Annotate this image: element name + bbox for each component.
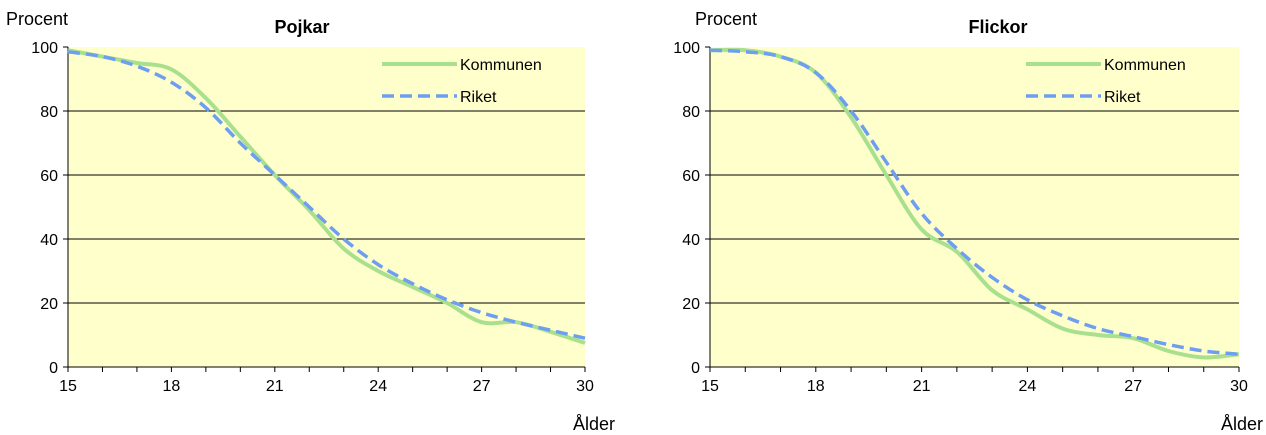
x-tick-label: 27: [1124, 378, 1142, 395]
x-tick-label: 21: [913, 378, 931, 395]
y-tick-label: 40: [682, 232, 700, 249]
y-tick-label: 60: [40, 168, 58, 185]
y-tick-label: 100: [673, 40, 700, 57]
chart-title: Pojkar: [274, 17, 329, 37]
plot-area: [68, 47, 585, 367]
y-tick-label: 40: [40, 232, 58, 249]
x-tick-label: 24: [1019, 378, 1037, 395]
y-tick-label: 0: [691, 360, 700, 377]
y-tick-label: 20: [682, 296, 700, 313]
y-tick-label: 20: [40, 296, 58, 313]
legend-label-riket: Riket: [1104, 89, 1141, 106]
x-tick-label: 24: [369, 378, 387, 395]
plot-area: [710, 47, 1239, 367]
x-axis-label: Ålder: [1221, 414, 1263, 434]
x-tick-label: 15: [701, 378, 719, 395]
chart-flickor: Procent Flickor Ålder 0 20 40 60 80 100 15 18 21…: [673, 9, 1263, 434]
x-tick-label: 30: [576, 378, 594, 395]
y-axis-label: Procent: [6, 9, 68, 29]
y-tick-label: 60: [682, 168, 700, 185]
x-tick-label: 21: [266, 378, 284, 395]
legend-label-kommunen: Kommunen: [1104, 57, 1186, 74]
x-axis-label: Ålder: [573, 414, 615, 434]
chart-title: Flickor: [968, 17, 1027, 37]
y-tick-label: 0: [49, 360, 58, 377]
legend-label-kommunen: Kommunen: [460, 57, 542, 74]
x-tick-label: 15: [59, 378, 77, 395]
x-tick-label: 27: [473, 378, 491, 395]
y-tick-label: 80: [40, 104, 58, 121]
y-tick-label: 100: [31, 40, 58, 57]
chart-pojkar: Procent Pojkar Ålder 0 20 40 60 80 100 15 18 21 2…: [6, 9, 615, 434]
x-tick-label: 30: [1230, 378, 1248, 395]
series-line-kommunen: [67, 48, 586, 345]
y-axis-label: Procent: [695, 9, 757, 29]
x-tick-label: 18: [807, 378, 825, 395]
legend-label-riket: Riket: [460, 89, 497, 106]
y-tick-label: 80: [682, 104, 700, 121]
x-tick-label: 18: [163, 378, 181, 395]
